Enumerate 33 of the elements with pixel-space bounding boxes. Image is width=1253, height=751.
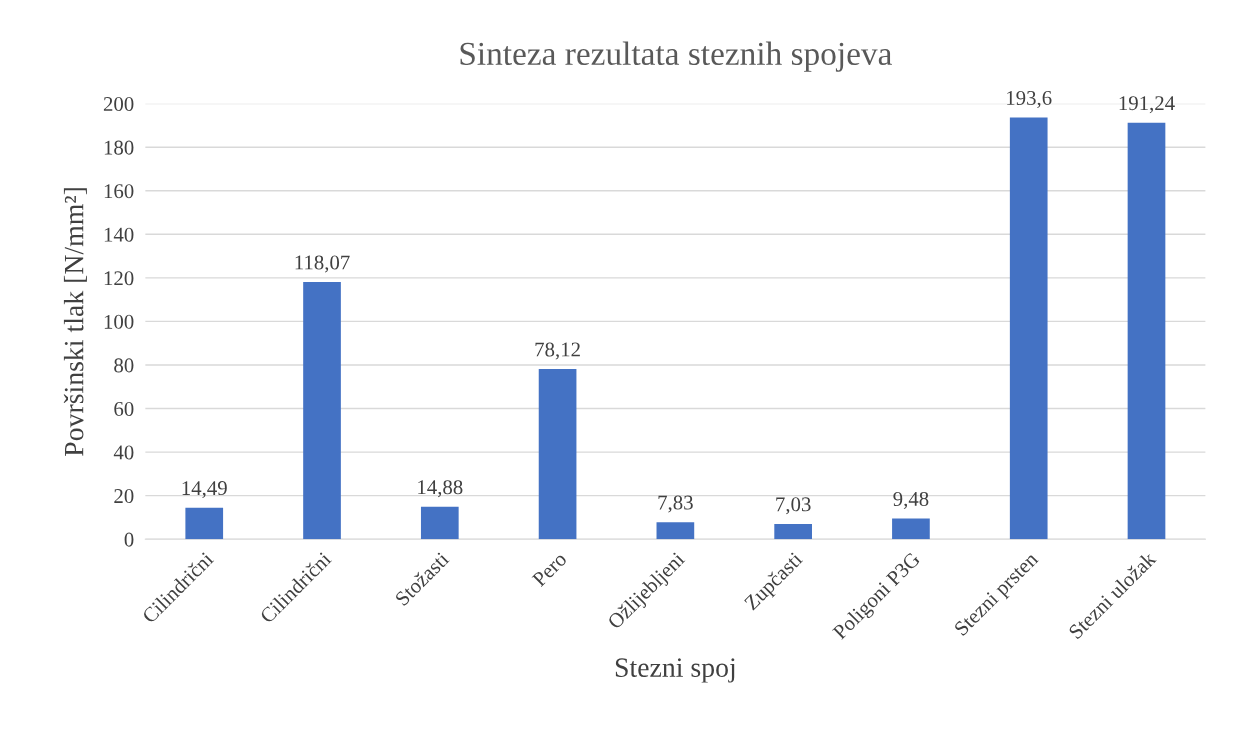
data-label: 78,12 — [535, 342, 580, 360]
data-label: 7,03 — [776, 497, 811, 515]
bar — [538, 369, 577, 540]
y-tick-label: 180 — [104, 140, 134, 155]
y-tick-label: 160 — [104, 184, 134, 199]
y-tick-label: 120 — [104, 271, 134, 286]
y-tick-label: 40 — [113, 445, 134, 460]
data-label: 191,24 — [1119, 96, 1175, 114]
bar — [1009, 117, 1048, 540]
data-label: 14,49 — [182, 481, 227, 499]
y-tick-label: 60 — [114, 401, 134, 416]
chart-title: Sinteza rezultata steznih spojeva — [460, 41, 892, 72]
data-label: 7,83 — [658, 495, 693, 513]
bar — [185, 507, 224, 540]
bar — [420, 506, 459, 540]
y-tick-label: 100 — [104, 314, 134, 329]
bar — [892, 518, 930, 540]
data-label: 14,88 — [418, 480, 463, 498]
data-label: 9,48 — [893, 491, 929, 509]
bar — [656, 522, 695, 540]
y-tick-label: 200 — [103, 97, 134, 112]
y-axis-title: Površinski tlak [N/mm²] — [63, 188, 87, 456]
y-tick-label: 20 — [114, 489, 134, 504]
data-label: 118,07 — [295, 255, 350, 273]
data-label: 193,6 — [1007, 91, 1052, 109]
bar — [303, 282, 341, 540]
y-tick-label: 0 — [124, 532, 134, 547]
bar — [1127, 122, 1166, 540]
y-tick-label: 80 — [114, 358, 134, 373]
x-tick-label: Pero — [531, 551, 568, 588]
y-tick-label: 140 — [104, 227, 134, 242]
bar — [774, 523, 812, 540]
x-axis-title: Stezni spoj — [615, 658, 735, 683]
